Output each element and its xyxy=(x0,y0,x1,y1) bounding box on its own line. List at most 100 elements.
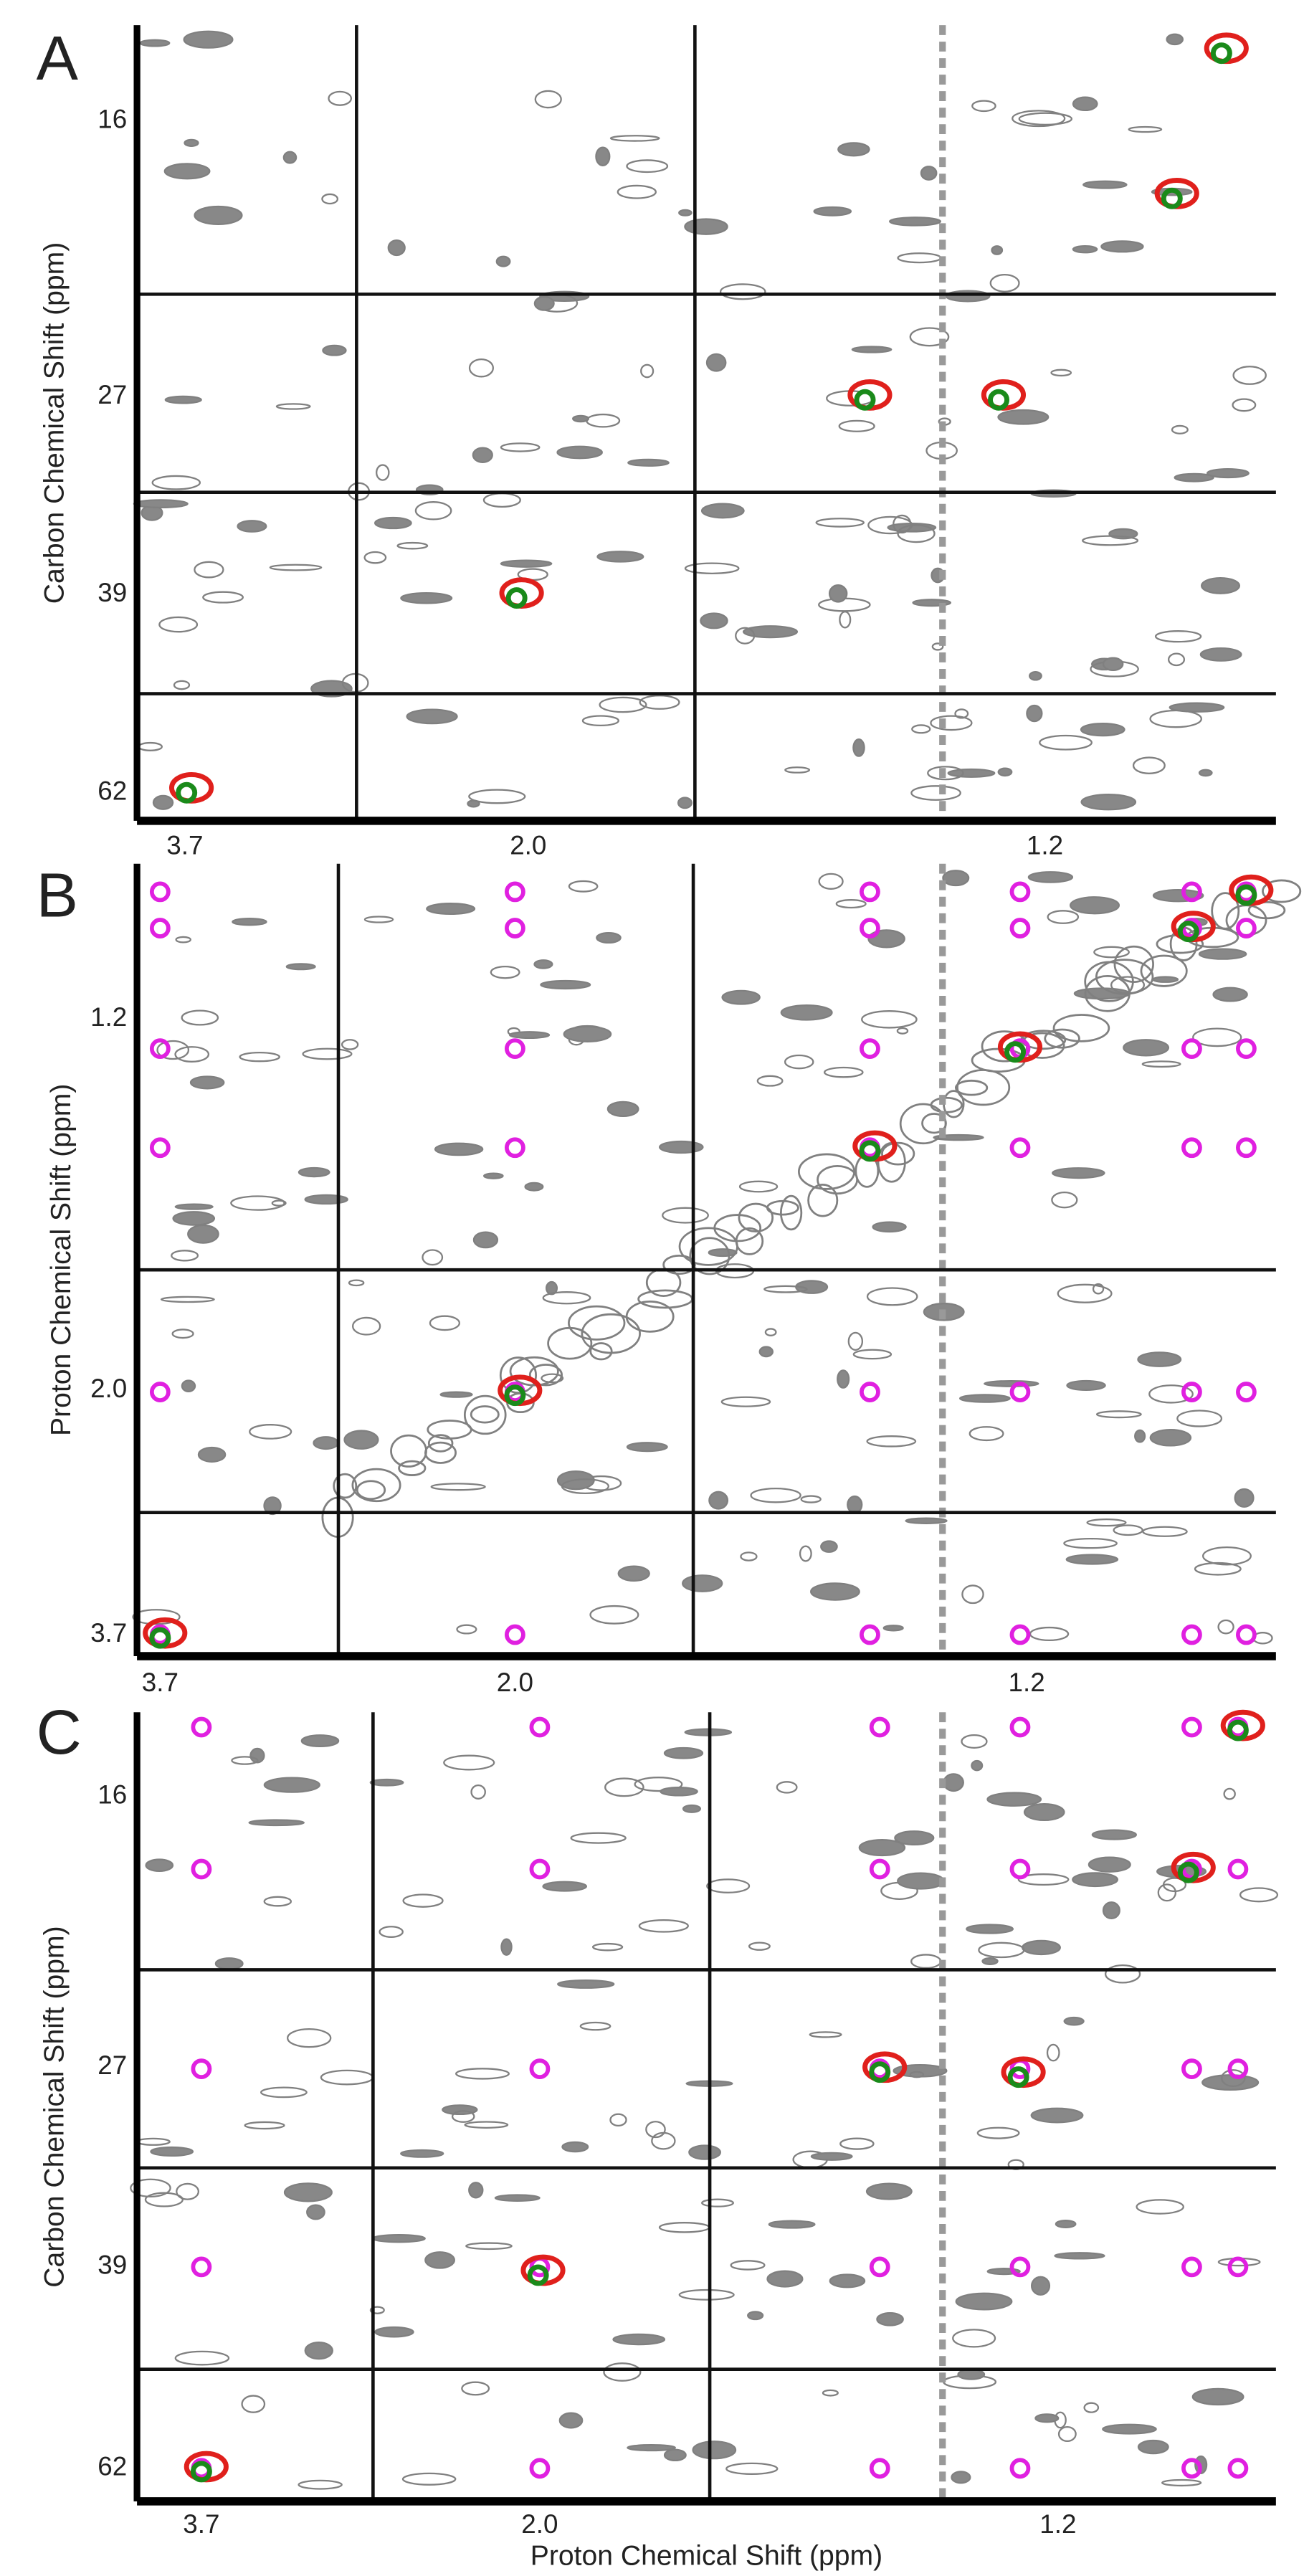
contour xyxy=(424,1441,457,1464)
contour xyxy=(700,612,728,629)
contour xyxy=(132,1609,181,1625)
contour xyxy=(955,2292,1013,2311)
contour xyxy=(1113,1524,1143,1536)
contour xyxy=(839,2137,875,2150)
predicted-peak xyxy=(869,1716,890,1738)
predicted-peak xyxy=(860,918,880,938)
contour xyxy=(320,2069,374,2086)
contour xyxy=(1154,630,1202,643)
contour xyxy=(800,1495,822,1503)
contour xyxy=(533,959,553,969)
contour xyxy=(943,1773,964,1792)
predicted-peak xyxy=(191,2256,212,2278)
contour xyxy=(570,1832,627,1844)
predicted-peak xyxy=(1236,1624,1257,1645)
contour xyxy=(748,1941,771,1951)
contour xyxy=(1137,2439,1169,2455)
contour xyxy=(302,1047,353,1060)
contour xyxy=(500,442,541,452)
contour xyxy=(533,295,555,311)
contour xyxy=(720,1396,771,1407)
contour xyxy=(740,1551,758,1562)
contour xyxy=(144,2192,184,2207)
contour xyxy=(500,559,553,568)
contour xyxy=(1093,946,1130,959)
y-tick-label: 62 xyxy=(97,776,127,805)
observed-peak xyxy=(869,2061,891,2083)
contour xyxy=(1017,1873,1070,1886)
observed-peak xyxy=(859,1140,881,1162)
observed-peak xyxy=(504,1384,526,1407)
contour xyxy=(285,963,316,971)
contour xyxy=(1022,1939,1061,1956)
predicted-peak xyxy=(1227,2256,1249,2278)
contour xyxy=(387,239,406,257)
contour xyxy=(1072,96,1098,112)
contour xyxy=(568,880,599,893)
contour xyxy=(414,501,452,521)
contour xyxy=(930,715,973,731)
predicted-peak xyxy=(504,1038,525,1060)
x-axis-label: Proton Chemical Shift (ppm) xyxy=(530,2540,882,2571)
contour xyxy=(430,1483,486,1491)
contour xyxy=(202,591,244,604)
contour xyxy=(813,206,852,217)
contour xyxy=(705,353,727,372)
contour xyxy=(499,1356,537,1394)
contour xyxy=(1091,1829,1137,1840)
contour xyxy=(401,2472,457,2486)
contour xyxy=(971,1759,984,1772)
x-tick-label: 1.2 xyxy=(1039,2509,1076,2539)
contour xyxy=(1104,1964,1141,1984)
contour xyxy=(1057,1283,1113,1303)
contour xyxy=(684,562,740,575)
contour xyxy=(1095,959,1154,995)
contour xyxy=(784,766,811,774)
contour xyxy=(402,1893,444,1908)
contour xyxy=(540,979,591,990)
contour xyxy=(708,1248,738,1258)
contour xyxy=(1169,702,1225,713)
y-tick-label: 16 xyxy=(97,104,127,133)
contour xyxy=(1234,1488,1255,1508)
contour xyxy=(822,2389,839,2397)
contour xyxy=(609,135,660,142)
contour xyxy=(721,989,761,1005)
contour xyxy=(663,1746,704,1759)
contour xyxy=(1149,709,1202,728)
contour xyxy=(1080,722,1125,737)
contour xyxy=(237,520,267,533)
contour xyxy=(1012,110,1066,128)
contour xyxy=(1052,1014,1110,1042)
contour xyxy=(839,611,852,629)
contour xyxy=(1051,1191,1078,1209)
contour xyxy=(1200,576,1241,594)
contour xyxy=(663,2448,687,2462)
contour xyxy=(482,1172,504,1179)
contour xyxy=(764,1328,777,1336)
contour xyxy=(651,2131,676,2150)
predicted-peak xyxy=(191,2058,212,2079)
predicted-peak xyxy=(1181,2458,1202,2479)
contour xyxy=(1148,1384,1194,1404)
contour xyxy=(300,1734,340,1748)
predicted-peak xyxy=(1236,918,1257,938)
y-axis-label: Carbon Chemical Shift (ppm) xyxy=(39,1926,70,2287)
contour xyxy=(351,1468,401,1503)
contour xyxy=(1198,769,1213,777)
observed-peak xyxy=(190,2461,212,2483)
contour xyxy=(463,1394,507,1435)
contour xyxy=(969,1426,1004,1442)
predicted-peak xyxy=(149,881,171,903)
contour xyxy=(954,708,969,719)
contour xyxy=(176,2182,200,2200)
contour xyxy=(837,1369,850,1389)
contour xyxy=(684,218,728,235)
contour xyxy=(456,1624,477,1635)
contour xyxy=(1066,1379,1106,1391)
contour xyxy=(298,1166,330,1178)
contour xyxy=(911,724,931,734)
predicted-peak xyxy=(1181,881,1202,903)
predicted-peak xyxy=(860,1382,880,1402)
contour xyxy=(1123,1039,1170,1057)
